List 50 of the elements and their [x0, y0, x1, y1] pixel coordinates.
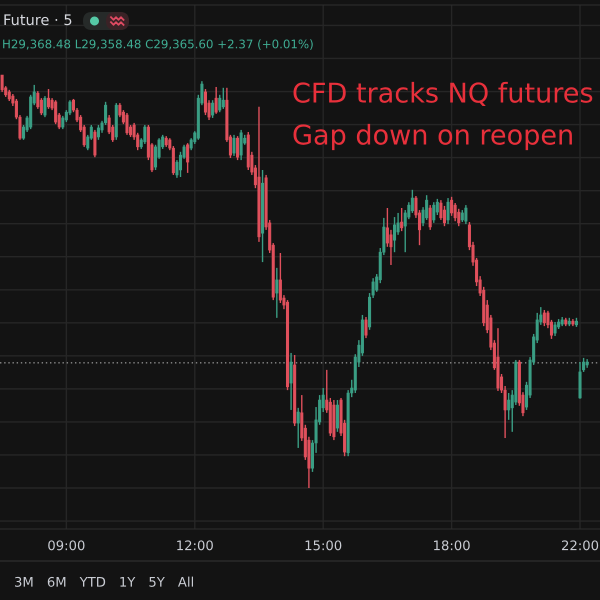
x-tick-label: 18:00	[434, 540, 470, 550]
candlestick	[8, 89, 11, 102]
candlestick	[164, 135, 168, 148]
candlestick	[428, 204, 432, 231]
candlestick	[446, 197, 450, 225]
text: All	[178, 576, 193, 587]
candlestick	[186, 142, 190, 174]
text: YTD	[80, 577, 106, 587]
chart-title: Future · 5	[4, 14, 72, 26]
candlestick	[542, 309, 546, 327]
candlestick	[450, 196, 454, 217]
text: 5Y	[149, 577, 165, 587]
candlestick	[275, 267, 278, 319]
candlestick	[0, 74, 4, 93]
text: 3M	[15, 576, 32, 587]
candlestick	[54, 100, 58, 125]
candlestick	[574, 317, 578, 328]
candlestick	[93, 129, 96, 158]
candlestick	[464, 204, 468, 225]
candlestick	[240, 129, 243, 161]
candlestick	[211, 100, 214, 119]
x-tick-label: 15:00	[306, 540, 342, 550]
candlestick	[96, 124, 100, 141]
candlestick	[46, 88, 50, 110]
candlestick	[554, 321, 557, 337]
candlestick	[400, 207, 404, 232]
candlestick	[296, 407, 300, 449]
text: 1Y	[120, 577, 136, 587]
candlestick	[143, 124, 146, 145]
x-tick-label: 22:00	[562, 540, 598, 550]
x-tick-label: 12:00	[177, 540, 213, 550]
annotation: CFD tracks NQ futures	[294, 82, 592, 106]
candlestick	[290, 352, 293, 411]
candlestick	[232, 134, 236, 157]
candlestick	[222, 87, 225, 110]
candlestick	[560, 316, 564, 327]
candlestick	[364, 316, 368, 339]
candlestick	[432, 202, 436, 224]
text: 6M	[48, 576, 66, 587]
candlestick	[460, 209, 464, 223]
candlestick	[236, 135, 240, 161]
annotation: Gap down on reopen	[294, 124, 572, 150]
candlestick	[125, 112, 129, 136]
candlestick	[43, 95, 46, 118]
candlestick	[214, 86, 218, 115]
candlestick	[204, 88, 207, 116]
candlestick	[393, 216, 396, 253]
chart-subtitle: H29,368.48 L29,358.48 C29,365.60 +2.37 (+0.01%)	[3, 39, 313, 50]
x-tick-label: 09:00	[48, 540, 84, 550]
candlestick	[336, 399, 339, 433]
